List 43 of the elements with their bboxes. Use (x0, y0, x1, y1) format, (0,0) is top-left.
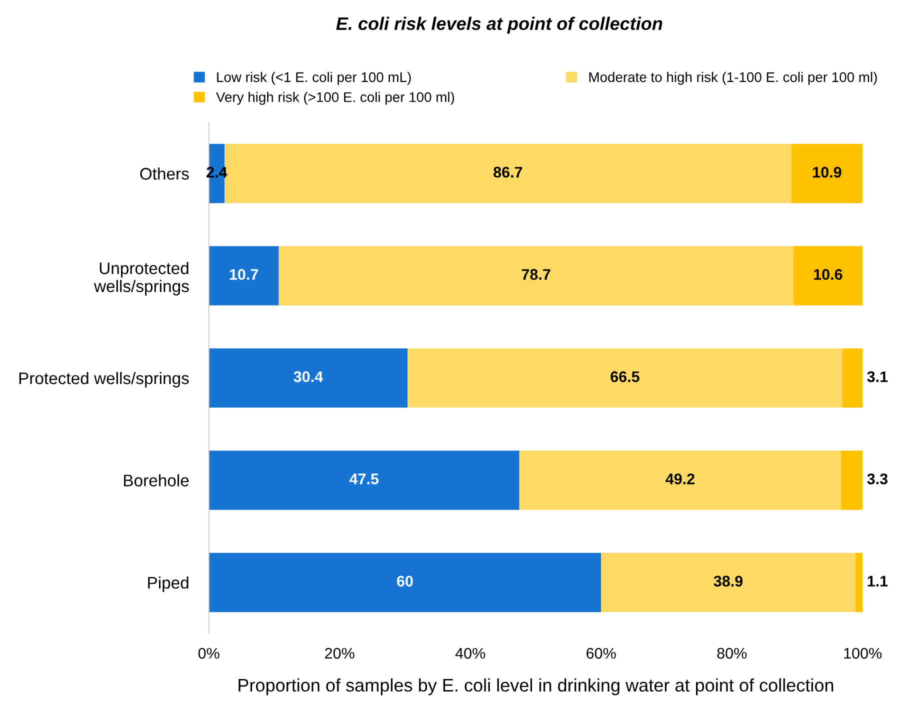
data-label: 86.7 (494, 166, 522, 178)
data-label: 60 (397, 576, 413, 587)
data-label: 10.9 (813, 166, 842, 178)
data-label: 3.1 (867, 371, 888, 382)
bar (855, 552, 863, 612)
bar (278, 246, 794, 306)
x-tick-label: 100% (844, 648, 882, 659)
x-tick-label: 60% (586, 648, 616, 659)
data-label: 10.7 (230, 269, 258, 280)
bar (208, 552, 602, 612)
x-axis-title: Proportion of samples by E. coli level in drinking water at point of collection (238, 678, 834, 696)
bar (208, 246, 279, 306)
x-tick-label: 40% (455, 648, 486, 659)
x-tick-label: 20% (325, 648, 354, 659)
bar (408, 348, 842, 408)
legend-label: Low risk (<1 E. coli per 100 mL) (217, 72, 411, 85)
x-tick-label: 0% (198, 648, 220, 659)
bar (793, 246, 863, 306)
legend-label: Very high risk (>100 E. coli per 100 ml) (216, 92, 454, 105)
bar (208, 348, 408, 408)
x-tick-label: 80% (717, 648, 747, 659)
data-label: 66.5 (610, 371, 640, 382)
data-label: 3.3 (867, 474, 888, 484)
bar (842, 348, 863, 408)
bar (791, 144, 863, 204)
y-tick-label: Unprotected wells/springs (94, 262, 189, 296)
data-label: 49.2 (666, 474, 694, 484)
bar (601, 552, 856, 612)
y-tick-label: Others (140, 167, 189, 180)
y-tick-label: Protected wells/springs (19, 372, 189, 388)
bar (841, 450, 863, 510)
data-label: 30.4 (294, 371, 323, 382)
data-label: 10.6 (814, 269, 842, 280)
bar (519, 450, 842, 510)
chart-title: E. coli risk levels at point of collection (336, 16, 662, 34)
y-tick-label: Piped (148, 576, 188, 592)
bar (208, 450, 520, 510)
data-label: 47.5 (349, 474, 379, 484)
data-label: 78.7 (522, 269, 550, 280)
data-label: 1.1 (868, 576, 888, 586)
legend-label: Moderate to high risk (1-100 E. coli per 100 ml) (589, 72, 877, 85)
y-tick-label: Borehole (124, 474, 189, 486)
data-label: 38.9 (714, 576, 743, 587)
